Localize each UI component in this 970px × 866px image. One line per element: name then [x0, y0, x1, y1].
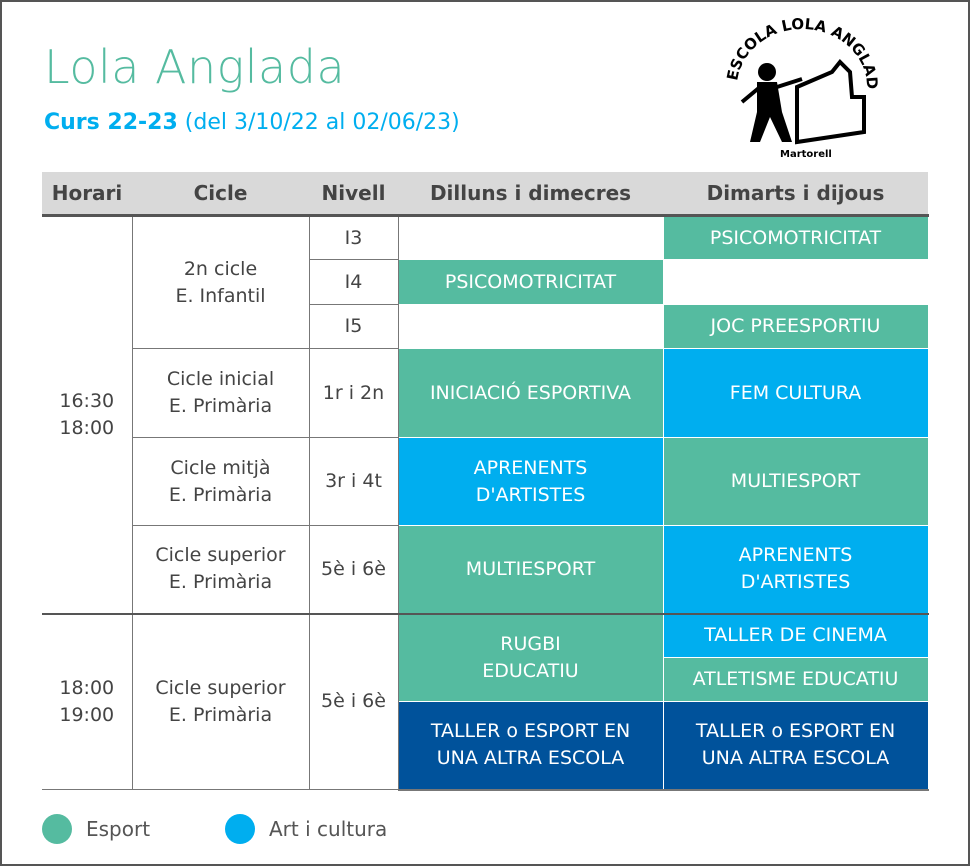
- header-dimarts: Dimarts i dijous: [663, 172, 928, 217]
- level-5-6-late: 5è i 6è: [308, 612, 399, 790]
- level-3-4: 3r i 4t: [308, 437, 399, 526]
- school-logo: ESCOLA LOLA ANGLADA Martorell: [722, 17, 881, 160]
- legend-esport: Esport: [42, 814, 150, 844]
- legend-art: Art i cultura: [225, 814, 387, 844]
- empty-cell: [397, 215, 663, 260]
- activity-cell: FEM CULTURA: [662, 348, 929, 438]
- time-slot-2: 18:00 19:00: [42, 612, 133, 790]
- activity-cell: APRENENTS D'ARTISTES: [662, 525, 929, 614]
- activity-cell: ATLETISME EDUCATIU: [662, 657, 929, 702]
- activity-cell: APRENENTS D'ARTISTES: [397, 437, 664, 526]
- cycle-mitja: Cicle mitjà E. Primària: [131, 437, 310, 526]
- cycle-inicial: Cicle inicial E. Primària: [131, 348, 310, 438]
- activity-cell: JOC PREESPORTIU: [662, 304, 929, 349]
- activity-cell: TALLER o ESPORT EN UNA ALTRA ESCOLA: [662, 701, 929, 791]
- activity-cell: RUGBI EDUCATIU: [397, 612, 664, 702]
- level-i3: I3: [308, 215, 399, 260]
- activity-cell: TALLER o ESPORT EN UNA ALTRA ESCOLA: [397, 701, 664, 791]
- page-title: Lola Anglada: [44, 40, 346, 94]
- activity-cell: TALLER DE CINEMA: [662, 612, 929, 658]
- empty-cell: [397, 304, 663, 349]
- level-1-2: 1r i 2n: [308, 348, 399, 438]
- cycle-superior: Cicle superior E. Primària: [131, 525, 310, 614]
- blue-dot-icon: [225, 814, 255, 844]
- header-nivell: Nivell: [309, 172, 398, 217]
- course-label: Curs 22-23: [44, 110, 178, 135]
- header-row: Horari Cicle Nivell Dilluns i dimecres D…: [42, 172, 928, 217]
- cycle-infantil: 2n cicle E. Infantil: [131, 215, 310, 349]
- level-i4: I4: [308, 259, 399, 305]
- empty-cell: [662, 259, 928, 305]
- time-slot-1: 16:30 18:00: [42, 215, 133, 614]
- activity-cell: MULTIESPORT: [397, 525, 664, 614]
- schedule-table: Horari Cicle Nivell Dilluns i dimecres D…: [42, 172, 929, 791]
- svg-text:Martorell: Martorell: [780, 149, 832, 160]
- header-dilluns: Dilluns i dimecres: [398, 172, 663, 217]
- course-dates: (del 3/10/22 al 02/06/23): [177, 110, 460, 135]
- activity-cell: MULTIESPORT: [662, 437, 929, 526]
- header-cicle: Cicle: [132, 172, 309, 217]
- header-horari: Horari: [42, 172, 132, 217]
- green-dot-icon: [42, 814, 72, 844]
- activity-cell: PSICOMOTRICITAT: [662, 215, 929, 260]
- level-i5: I5: [308, 304, 399, 349]
- activity-cell: INICIACIÓ ESPORTIVA: [397, 348, 664, 438]
- course-subtitle: Curs 22-23 (del 3/10/22 al 02/06/23): [44, 110, 460, 135]
- cycle-superior-late: Cicle superior E. Primària: [131, 612, 310, 790]
- level-5-6: 5è i 6è: [308, 525, 399, 614]
- activity-cell: PSICOMOTRICITAT: [397, 259, 664, 305]
